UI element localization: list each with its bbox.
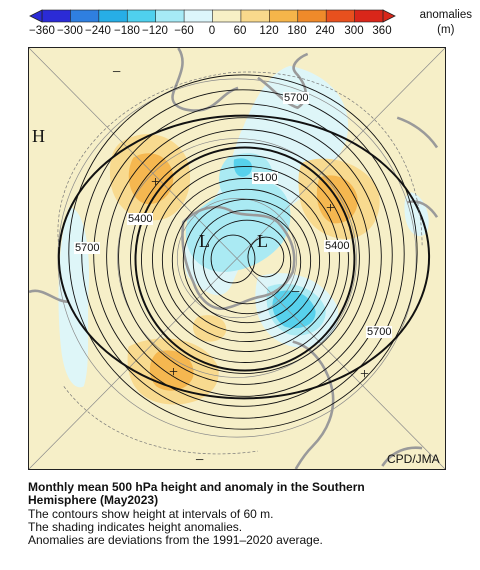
- positive-center-marker: +: [326, 200, 336, 217]
- colorbar-tick: 180: [287, 25, 307, 37]
- caption-line: The contours show height at intervals of…: [28, 506, 274, 521]
- outer-contours: [57, 71, 423, 455]
- caption-title-line1: Monthly mean 500 hPa height and anomaly …: [28, 480, 365, 494]
- thick-contours: [57, 114, 431, 400]
- contour-label: 5700: [366, 326, 393, 338]
- colorbar-cell: [98, 9, 128, 23]
- contour-label: 5100: [252, 172, 279, 184]
- caption-line: The shading indicates height anomalies.: [28, 519, 243, 534]
- low-marker: L: [257, 231, 268, 251]
- colorbar-cell: [126, 9, 157, 23]
- contour-label: 5700: [74, 242, 101, 254]
- positive-center-marker: +: [169, 364, 179, 381]
- colorbar-tick: 300: [344, 25, 364, 37]
- colorbar-graphic: [29, 9, 396, 23]
- colorbar-high-arrow: [382, 9, 396, 23]
- hemisphere-map: H L L − − − + + + + 5700 5100 5400 5400 …: [28, 47, 446, 470]
- colorbar-tick: −240: [85, 25, 111, 37]
- positive-center-marker: +: [151, 174, 161, 191]
- colorbar-cell: [240, 9, 270, 23]
- colorbar-tick: 60: [233, 25, 247, 37]
- figure-caption: Monthly mean 500 hPa height and anomaly …: [28, 480, 468, 548]
- colorbar-tick: −120: [142, 25, 168, 37]
- caption-line: Anomalies are deviations from the 1991–2…: [28, 533, 323, 548]
- colorbar-tick: 120: [259, 25, 279, 37]
- anomaly-pos-moderate: [149, 350, 194, 391]
- colorbar-cell: [325, 9, 356, 23]
- anomaly-neg-strong: [233, 158, 252, 177]
- colorbar-tick: −60: [174, 25, 194, 37]
- coast-antarctica: [181, 205, 296, 311]
- credit-label: CPD/JMA: [387, 452, 440, 466]
- height-contours: [68, 74, 418, 430]
- graticule: [29, 48, 445, 469]
- colorbar-tick: −180: [114, 25, 140, 37]
- contour-label: 5400: [127, 213, 154, 225]
- low-marker: L: [199, 231, 210, 251]
- anomaly-colorbar: −360 −300 −240 −180 −120 −60 0 60 120 18…: [0, 0, 480, 45]
- colorbar-unit: anomalies (m): [420, 8, 472, 38]
- colorbar-cell: [269, 9, 299, 23]
- map-graphic: [29, 48, 445, 469]
- coast-west: [29, 289, 69, 304]
- colorbar-cell: [41, 9, 72, 23]
- anomaly-pos-weak: [192, 315, 227, 342]
- colorbar-cell: [155, 9, 185, 23]
- anomaly-neg-weak: [58, 207, 90, 388]
- colorbar-cell: [70, 9, 100, 23]
- negative-center-marker: −: [112, 64, 122, 81]
- anomaly-neg-moderate: [185, 181, 291, 272]
- coast-australia: [292, 340, 335, 469]
- coast-ne: [396, 116, 439, 149]
- colorbar-cell: [297, 9, 327, 23]
- contour-label: 5700: [283, 92, 310, 104]
- positive-center-marker: +: [360, 366, 370, 383]
- colorbar-unit-m: (m): [437, 24, 455, 36]
- contour-label: 5400: [324, 240, 351, 252]
- colorbar-tick: −360: [29, 25, 55, 37]
- colorbar-tick: −300: [57, 25, 83, 37]
- coast-nz: [381, 446, 423, 467]
- colorbar-low-arrow: [29, 9, 43, 23]
- negative-center-marker: −: [195, 452, 205, 469]
- colorbar-cell: [354, 9, 384, 23]
- high-marker: H: [32, 126, 45, 146]
- coast-south-america: [171, 48, 239, 112]
- colorbar-tick: 240: [315, 25, 335, 37]
- colorbar-unit-title: anomalies: [419, 9, 472, 21]
- colorbar-tick: 0: [208, 25, 216, 37]
- colorbar-tick: 360: [372, 25, 392, 37]
- caption-title-line2: Hemisphere (May2023): [28, 493, 159, 508]
- negative-center-marker: −: [291, 284, 301, 301]
- colorbar-cell: [183, 9, 214, 23]
- colorbar-cell: [212, 9, 242, 23]
